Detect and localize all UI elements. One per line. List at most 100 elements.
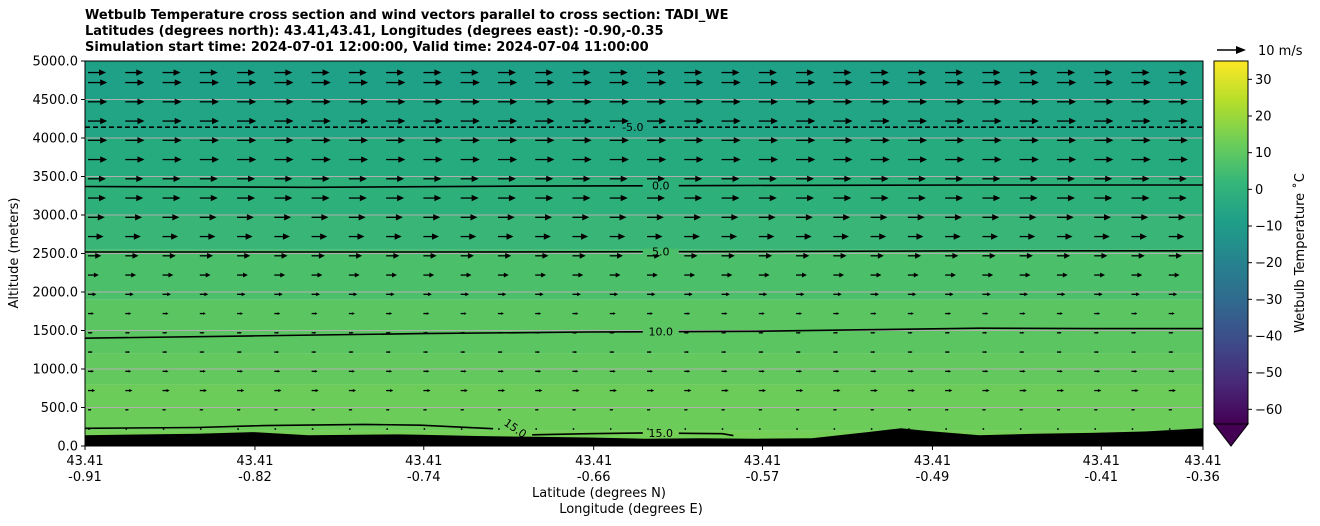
wind-vector [1019, 233, 1036, 240]
wind-vector [1019, 409, 1024, 411]
wind-vector [237, 292, 246, 297]
wind-vector [311, 175, 330, 183]
wind-vector [647, 388, 655, 393]
wind-vector [758, 292, 768, 297]
wind-vector [758, 214, 776, 221]
wind-vector [386, 175, 405, 183]
x-tick-label-lon: -0.57 [746, 470, 780, 485]
wind-vector [1056, 233, 1073, 240]
wind-vector [870, 137, 890, 144]
wind-vector [460, 369, 467, 373]
wind-vector [796, 331, 801, 334]
wind-vector [609, 388, 617, 393]
wind-vector [870, 428, 873, 430]
wind-vector [1094, 331, 1099, 334]
wind-vector [758, 194, 777, 202]
wind-vector [423, 98, 443, 106]
wind-vector [199, 350, 205, 354]
wind-vector [423, 409, 427, 411]
wind-vector [162, 175, 181, 183]
wind-vector [1168, 252, 1182, 259]
wind-vector [497, 350, 503, 354]
wind-vector [1094, 350, 1099, 354]
wind-vector [311, 272, 323, 278]
wind-vector [1019, 79, 1039, 86]
contour-label-4: 15.0 [649, 427, 674, 440]
wind-vector [125, 175, 144, 183]
wind-vector [460, 117, 480, 125]
wind-vector [1168, 175, 1187, 183]
temperature-band-5 [85, 215, 1203, 250]
wind-vector [535, 409, 539, 411]
wind-vector [423, 194, 442, 202]
wind-vector [199, 117, 219, 125]
wind-vector [199, 428, 202, 430]
wind-vector [199, 369, 206, 373]
wind-vector [609, 175, 628, 183]
wind-vector [572, 409, 577, 411]
colorbar-tick-label: −30 [1255, 293, 1282, 308]
wind-vector [237, 312, 244, 315]
wind-vector [162, 98, 182, 106]
wind-vector [348, 292, 358, 297]
wind-vector [311, 137, 331, 144]
wind-vector [572, 137, 592, 144]
wind-vector [1056, 388, 1065, 393]
wind-vector [647, 272, 658, 278]
wind-vector [348, 331, 354, 334]
wind-vector [1168, 69, 1187, 76]
wind-vector [311, 369, 318, 373]
wind-vector [386, 292, 395, 297]
wind-vector [1019, 175, 1038, 183]
wind-vector [125, 69, 144, 76]
wind-vector [88, 409, 92, 411]
wind-vector [1131, 79, 1151, 86]
wind-vector [982, 331, 988, 334]
wind-vector [758, 98, 778, 106]
wind-vector [721, 409, 726, 411]
wind-vector [945, 156, 965, 163]
temperature-band-7 [85, 138, 1203, 177]
wind-vector [870, 369, 877, 373]
wind-vector [125, 79, 145, 86]
wind-vector [1094, 194, 1113, 202]
wind-vector [1094, 312, 1101, 315]
wind-vector [311, 194, 330, 202]
wind-vector [311, 428, 314, 430]
wind-vector [535, 117, 555, 125]
wind-vector [460, 156, 480, 163]
wind-vector [386, 233, 402, 240]
chart-title-line-1: Wetbulb Temperature cross section and wi… [85, 8, 729, 23]
wind-vector [386, 350, 391, 354]
wind-vector [572, 233, 589, 240]
colorbar-tick-label: −40 [1255, 330, 1282, 345]
wind-vector [125, 292, 134, 297]
wind-vector [907, 156, 928, 163]
wind-vector [535, 388, 543, 393]
wind-vector [162, 428, 165, 430]
wind-vector [460, 194, 479, 202]
wind-vector [348, 79, 369, 86]
wind-vector [684, 69, 703, 76]
contour-label-3: 10.0 [649, 326, 674, 339]
wind-vector [423, 214, 441, 221]
wind-vector [833, 233, 849, 240]
wind-vector [125, 331, 131, 334]
wind-vector [758, 272, 770, 278]
wind-vector [460, 292, 470, 297]
wind-vector [721, 175, 740, 183]
x-tick-label-lat: 43.41 [405, 454, 442, 469]
wind-vector [833, 312, 840, 315]
wind-vector [796, 312, 803, 315]
wind-vector [1131, 292, 1140, 297]
wind-vector [460, 252, 474, 259]
wind-vector [423, 233, 439, 240]
y-tick-label: 4500.0 [33, 93, 79, 108]
wind-vector [386, 369, 393, 373]
wind-vector [199, 388, 207, 393]
x-tick-label-lat: 43.41 [1184, 454, 1221, 469]
wind-vector [684, 79, 704, 86]
wind-vector [311, 79, 331, 86]
wind-vector [162, 369, 169, 373]
wind-vector [684, 312, 691, 315]
